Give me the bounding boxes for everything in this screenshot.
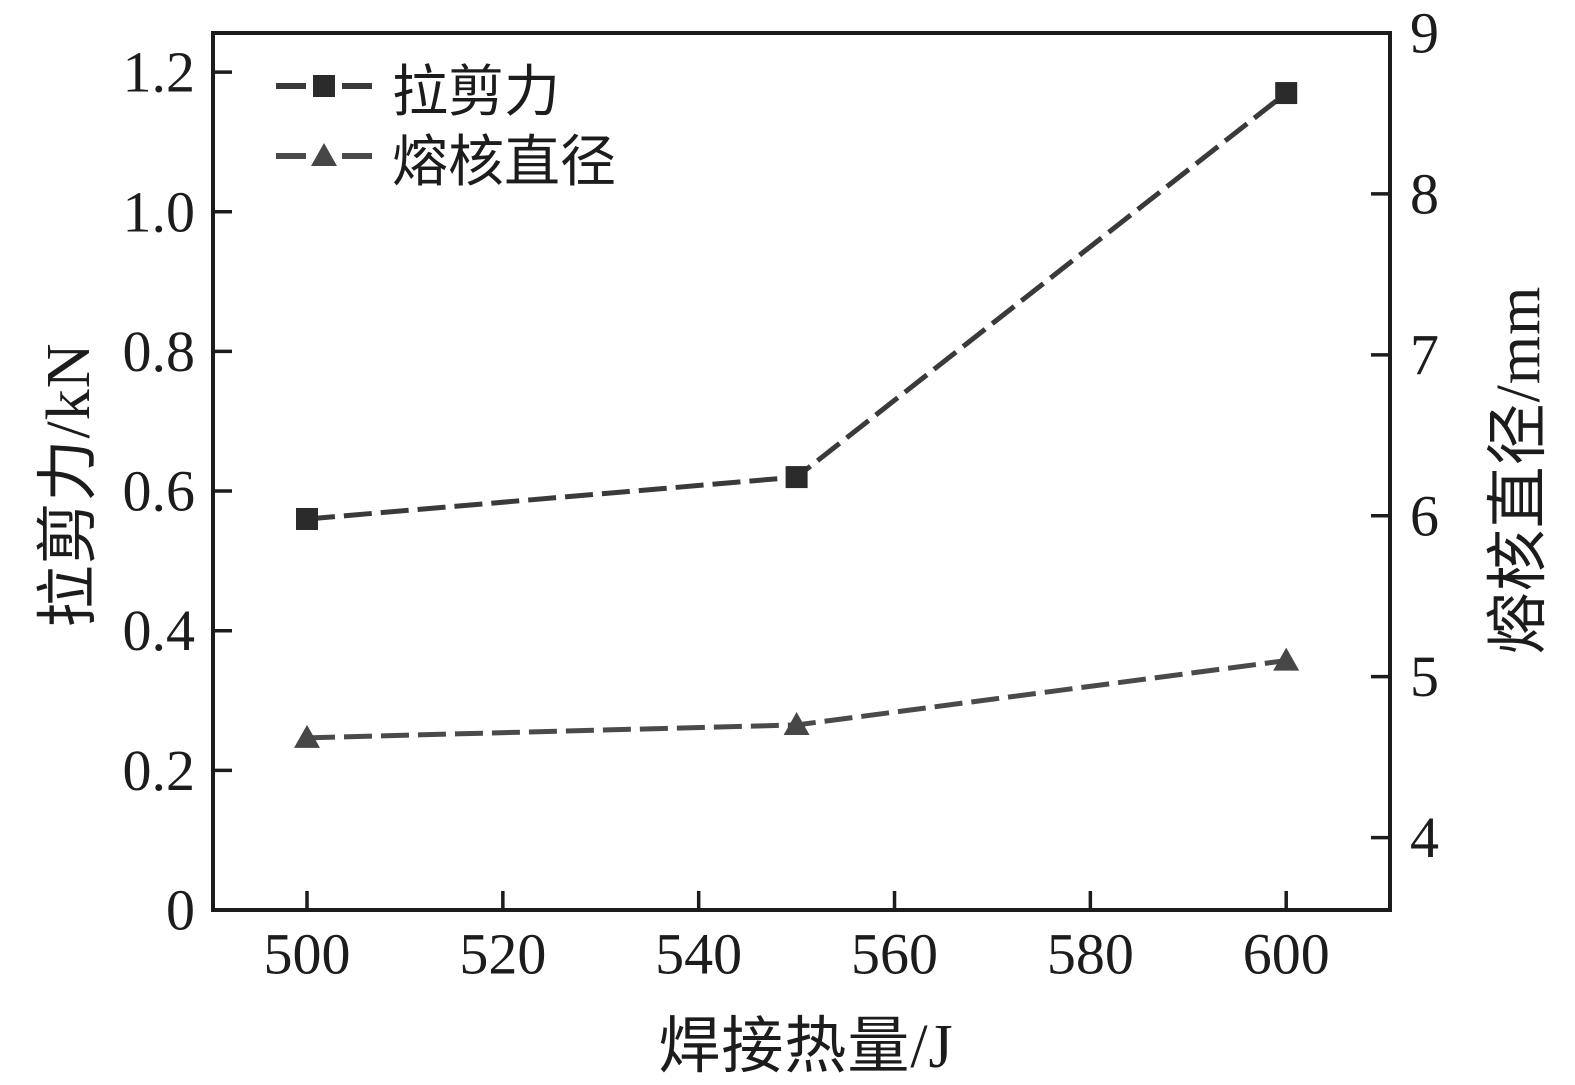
legend-item-tensile-shear: 拉剪力 bbox=[276, 52, 616, 124]
y-right-tick-label: 4 bbox=[1410, 805, 1439, 870]
legend-glyph-svg bbox=[276, 74, 372, 97]
y-right-tick-label: 8 bbox=[1410, 161, 1439, 226]
x-axis-title: 焊接热量/J bbox=[658, 1013, 954, 1081]
series-marker-triangle bbox=[783, 711, 810, 735]
y-left-tick-label: 0.2 bbox=[123, 738, 196, 803]
x-tick-label: 580 bbox=[1047, 922, 1134, 987]
y-right-axis-title: 熔核直径/mm bbox=[1485, 285, 1553, 655]
x-tick-label: 560 bbox=[851, 922, 938, 987]
y-left-axis-title: 拉剪力/kN bbox=[35, 342, 103, 628]
x-tick-label: 500 bbox=[264, 922, 351, 987]
series-marker-square bbox=[1275, 82, 1298, 105]
y-left-tick-label: 0.8 bbox=[123, 319, 196, 384]
y-left-tick-label: 0.6 bbox=[123, 459, 196, 524]
legend-label: 熔核直径 bbox=[392, 131, 616, 194]
plot-frame bbox=[211, 31, 1392, 912]
y-right-tick-label: 9 bbox=[1410, 1, 1439, 66]
y-left-tick-label: 0.4 bbox=[123, 598, 196, 663]
legend-glyph-svg bbox=[276, 142, 372, 166]
legend-item-nugget-diameter: 熔核直径 bbox=[276, 122, 616, 194]
series-marker-triangle bbox=[1273, 647, 1300, 671]
legend-marker-square-icon bbox=[276, 69, 372, 106]
y-right-tick-label: 5 bbox=[1410, 644, 1439, 709]
series-marker-square bbox=[785, 466, 808, 489]
x-tick-label: 600 bbox=[1243, 922, 1330, 987]
y-left-tick-label: 1.0 bbox=[123, 179, 196, 244]
x-tick-label: 540 bbox=[655, 922, 742, 987]
y-right-tick-label: 7 bbox=[1410, 322, 1439, 387]
legend: 拉剪力 熔核直径 bbox=[276, 52, 616, 194]
series-marker-triangle bbox=[294, 724, 321, 748]
legend-label: 拉剪力 bbox=[392, 61, 560, 124]
y-right-tick-label: 6 bbox=[1410, 483, 1439, 548]
series-marker-square bbox=[296, 507, 319, 530]
y-left-tick-label: 1.2 bbox=[123, 40, 196, 105]
y-left-tick-label: 0 bbox=[166, 878, 195, 943]
legend-marker-triangle-icon bbox=[276, 139, 372, 176]
x-tick-label: 520 bbox=[459, 922, 546, 987]
